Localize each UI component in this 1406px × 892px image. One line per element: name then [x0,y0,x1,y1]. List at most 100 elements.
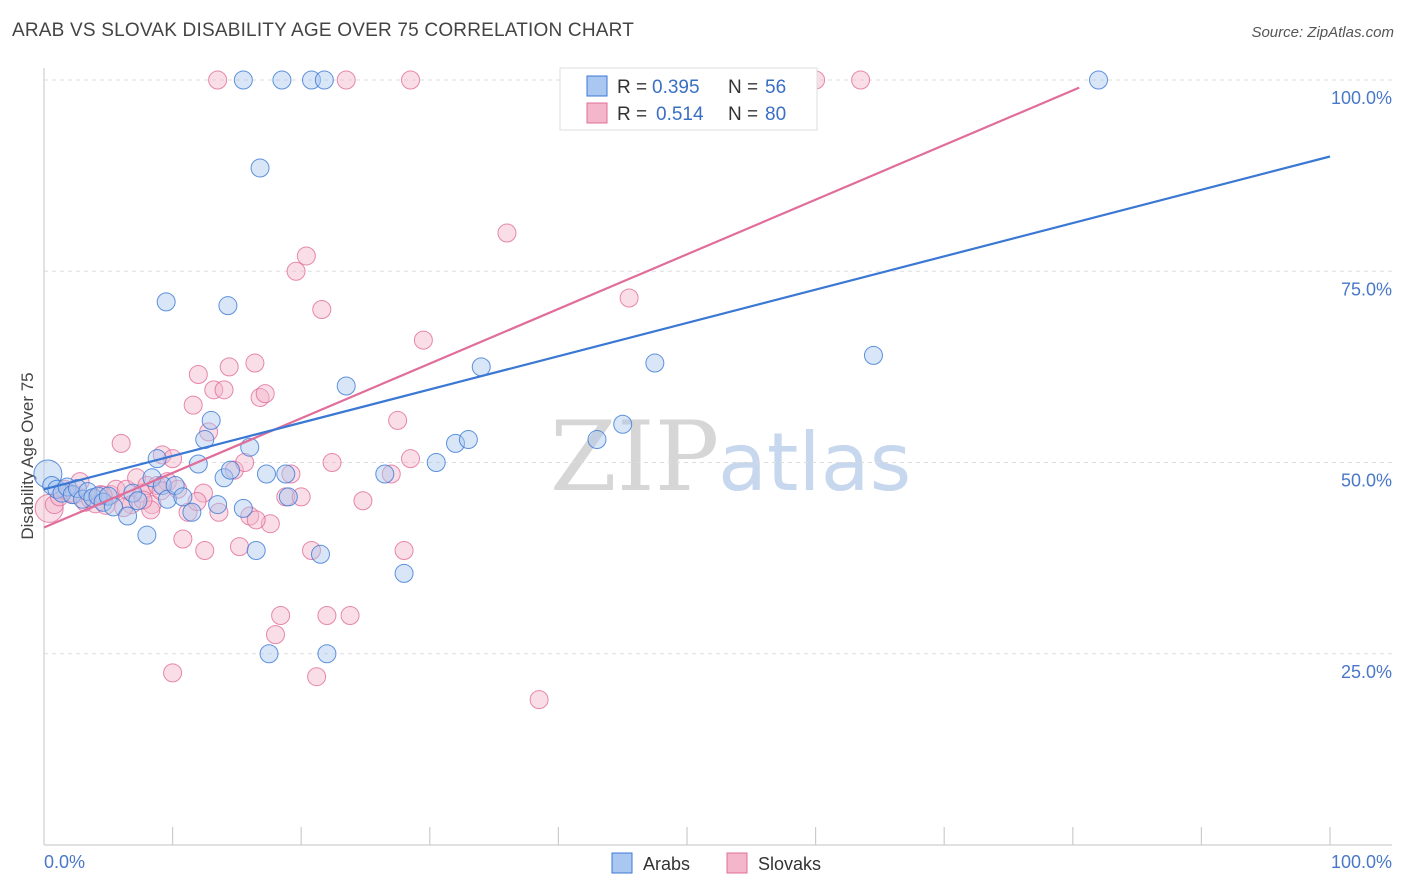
legend-n-label-arabs: N = [728,77,758,98]
series-slovaks-points [34,70,871,710]
slovaks-point [851,70,871,90]
slovaks-point [127,468,147,488]
slovaks-point [312,300,332,319]
arabs-point [310,544,330,564]
slovaks-point [317,606,337,625]
slovaks-point [353,491,373,511]
arabs-point [276,464,296,484]
arabs-point [1089,70,1109,90]
arabs-point [613,414,633,434]
trendlines [43,86,1331,529]
y-tick-label-100: 100.0% [1331,88,1392,108]
slovaks-point [381,464,401,484]
arabs-point [201,410,221,430]
arabs-point [246,540,266,560]
legend-swatch-slovaks [586,102,608,124]
arabs-point [394,563,414,583]
bottom-legend-swatch-slovaks [726,852,748,874]
legend-n-value-arabs: 56 [765,77,786,98]
slovaks-point [250,387,270,407]
axes [43,68,1392,846]
slovaks-point [322,453,342,472]
legend-r-label-slovaks: R = [617,104,647,125]
legend-n-label-slovaks: N = [728,104,758,125]
y-tick-label-75: 75.0% [1341,279,1392,299]
arabs-point [137,525,157,545]
arabs-point [256,464,276,484]
slovaks-point [281,464,301,484]
slovaks-point [111,433,131,453]
arabs-point [314,70,334,90]
y-tick-label-25: 25.0% [1341,662,1392,682]
slovaks-point [245,353,265,373]
arabs-point [426,453,446,472]
arabs-point [250,158,270,178]
slovaks-point [497,223,517,243]
slovaks-point [265,625,285,645]
bottom-legend-label-slovaks: Slovaks [758,854,821,874]
slovaks-point [195,540,215,560]
arabs-point [62,485,82,505]
slovaks-point [187,492,207,512]
arabs-point [259,644,279,664]
arabs-point [458,430,478,450]
arabs-point [78,482,98,502]
legend-r-value-slovaks: 0.514 [656,104,704,125]
arabs-point [220,460,240,480]
legend-swatch-arabs [586,75,608,97]
watermark-zip: ZIP [550,401,719,513]
x-ticks [172,827,1331,845]
y-tick-label-50: 50.0% [1341,471,1392,491]
slovaks-point [388,410,408,430]
arabs-point [863,345,883,365]
slovaks-point [208,70,228,90]
slovaks-point [401,449,421,469]
slovaks-point [183,395,203,415]
arabs-point [272,70,292,90]
source-label: Source: ZipAtlas.com [1251,24,1394,41]
x-tick-label-min: 0.0% [44,852,85,872]
arabs-point [587,430,607,450]
slovaks-point [214,380,234,400]
slovaks-point [246,510,266,530]
arabs-point [182,502,202,522]
y-tick-labels: 25.0% 50.0% 75.0% 100.0% [1331,88,1392,682]
arabs-point [208,495,228,515]
slovaks-point [255,384,275,404]
arabs-point [173,487,193,507]
slovaks-point [271,606,291,625]
slovaks-point [141,500,161,520]
bottom-legend-label-arabs: Arabs [643,854,690,874]
x-tick-label-max: 100.0% [1331,852,1392,872]
arabs-point [375,464,395,484]
slovaks-point [340,606,360,625]
trendline-slovaks [43,86,1080,529]
arabs-point [118,506,138,526]
slovaks-point [296,246,316,266]
arabs-point [336,376,356,396]
legend-r-label-arabs: R = [617,77,647,98]
slovaks-point [413,330,433,350]
arabs-point [156,292,176,312]
slovaks-point [204,380,224,400]
slovaks-point [173,529,193,549]
slovaks-point [209,502,229,522]
y-axis-title: Disability Age Over 75 [18,372,37,539]
arabs-point [446,433,466,453]
arabs-point [233,70,253,90]
series-legend: Arabs Slovaks [611,852,821,874]
slovaks-point [260,514,280,534]
gridlines [44,79,1392,655]
slovaks-point [619,288,639,308]
arabs-point [128,491,148,511]
slovaks-point [229,537,249,557]
arabs-point [645,353,665,373]
slovaks-point [188,365,208,385]
slovaks-point [307,667,327,687]
arabs-point [471,357,491,377]
slovaks-point [401,70,421,90]
arabs-point [278,487,298,507]
legend-n-value-slovaks: 80 [765,104,786,125]
slovaks-point [163,663,183,683]
